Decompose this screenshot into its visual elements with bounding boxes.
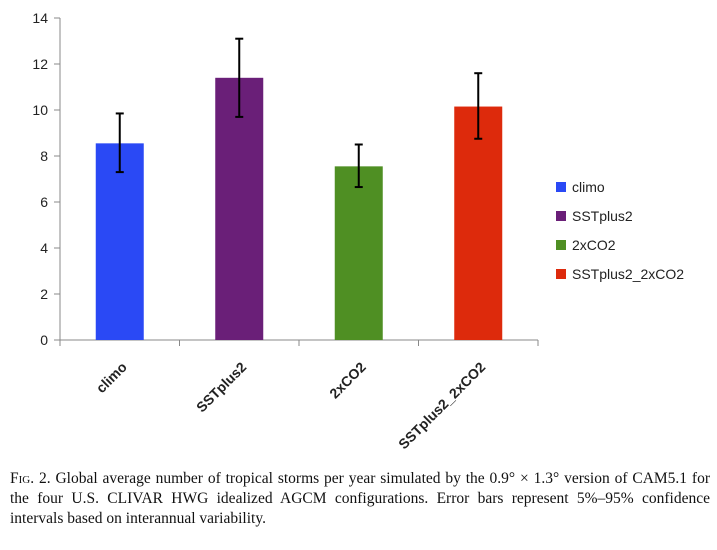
y-tick-label: 14	[32, 10, 48, 26]
legend-swatch-SSTplus2_2xCO2	[556, 269, 566, 279]
legend-label-SSTplus2_2xCO2: SSTplus2_2xCO2	[572, 266, 684, 282]
x-label-SSTplus2: SSTplus2	[193, 359, 250, 416]
error-bars-group	[115, 37, 483, 189]
legend: climo SSTplus2 2xCO2 SSTplus2_2xCO2	[556, 179, 684, 282]
x-category-labels: climo SSTplus2 2xCO2 SSTplus2_2xCO2	[93, 359, 489, 452]
figure-label: Fig. 2.	[10, 470, 51, 487]
caption-text: Global average number of tropical storms…	[10, 470, 710, 527]
y-tick-label: 0	[40, 332, 48, 348]
x-label-climo: climo	[93, 359, 130, 396]
bar-chart: 0 2 4 6 8 10 12 14 climo SSTplus2 2xCO2 SSTplus2_2…	[32, 10, 684, 452]
figure-caption: Fig. 2. Global average number of tropica…	[10, 469, 710, 529]
bar-climo	[95, 143, 144, 340]
y-tick-label: 8	[40, 148, 48, 164]
legend-swatch-SSTplus2	[556, 211, 566, 221]
x-label-2xCO2: 2xCO2	[326, 359, 369, 402]
legend-swatch-climo	[556, 182, 566, 192]
y-tick-label: 6	[40, 194, 48, 210]
y-tick-label: 2	[40, 286, 48, 302]
bars-group	[95, 77, 503, 341]
legend-label-climo: climo	[572, 179, 605, 195]
bar-SSTplus2_2xCO2	[454, 106, 503, 340]
legend-swatch-2xCO2	[556, 240, 566, 250]
bar-SSTplus2	[215, 77, 264, 341]
y-tick-labels: 0 2 4 6 8 10 12 14	[32, 10, 48, 348]
y-tick-label: 4	[40, 240, 48, 256]
legend-label-2xCO2: 2xCO2	[572, 237, 616, 253]
y-tick-label: 12	[32, 56, 48, 72]
legend-label-SSTplus2: SSTplus2	[572, 208, 633, 224]
x-label-SSTplus2_2xCO2: SSTplus2_2xCO2	[395, 359, 488, 452]
y-tick-label: 10	[32, 102, 48, 118]
bar-2xCO2	[334, 166, 383, 340]
